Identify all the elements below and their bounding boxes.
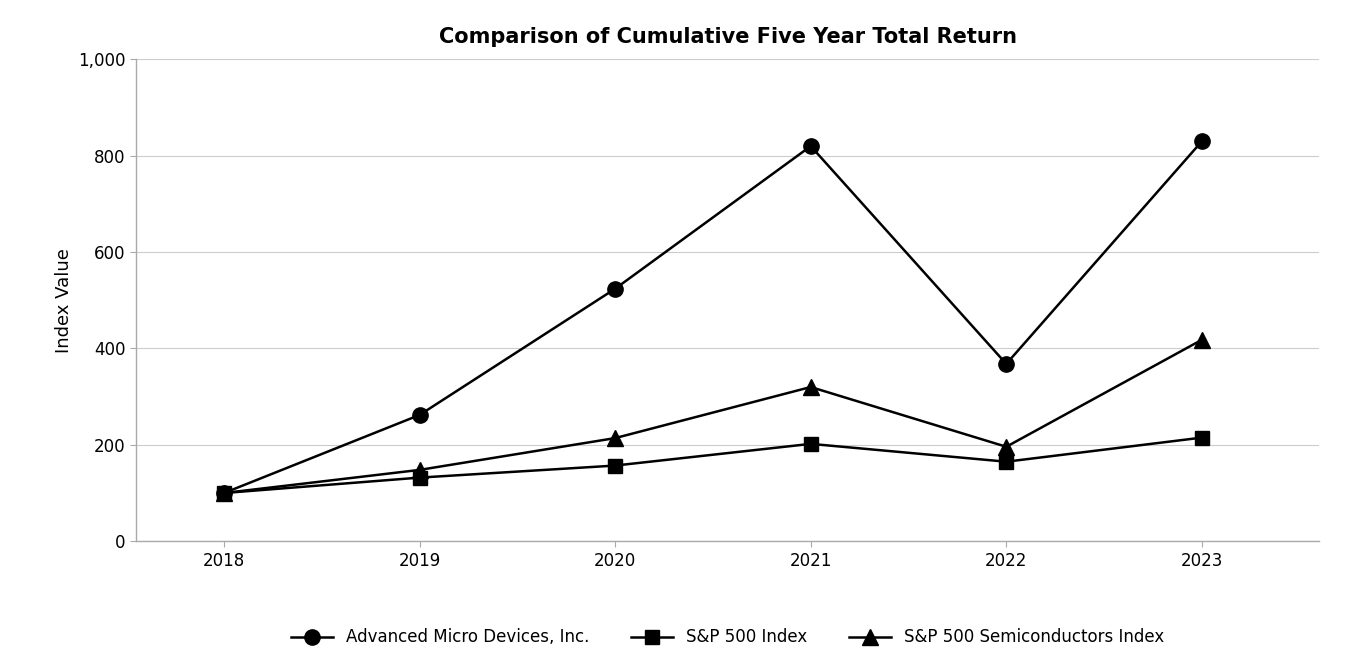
S&P 500 Semiconductors Index <box>998 443 1015 451</box>
Advanced Micro Devices, Inc. <box>802 142 819 150</box>
S&P 500 Semiconductors Index <box>802 383 819 391</box>
S&P 500 Index <box>802 440 819 448</box>
S&P 500 Index <box>1194 434 1210 442</box>
S&P 500 Index <box>412 474 428 482</box>
Title: Comparison of Cumulative Five Year Total Return: Comparison of Cumulative Five Year Total… <box>438 27 1017 47</box>
Line: Advanced Micro Devices, Inc.: Advanced Micro Devices, Inc. <box>216 134 1209 501</box>
S&P 500 Semiconductors Index <box>607 434 623 442</box>
S&P 500 Semiconductors Index <box>1194 336 1210 344</box>
Advanced Micro Devices, Inc. <box>998 360 1015 368</box>
Line: S&P 500 Index: S&P 500 Index <box>218 431 1209 500</box>
S&P 500 Semiconductors Index <box>216 489 233 497</box>
Advanced Micro Devices, Inc. <box>412 411 428 419</box>
Advanced Micro Devices, Inc. <box>1194 137 1210 145</box>
Advanced Micro Devices, Inc. <box>216 489 233 497</box>
Line: S&P 500 Semiconductors Index: S&P 500 Semiconductors Index <box>216 332 1209 501</box>
S&P 500 Semiconductors Index <box>412 466 428 474</box>
Y-axis label: Index Value: Index Value <box>54 248 72 352</box>
S&P 500 Index <box>216 489 233 497</box>
S&P 500 Index <box>998 458 1015 466</box>
Advanced Micro Devices, Inc. <box>607 284 623 292</box>
S&P 500 Index <box>607 461 623 469</box>
Legend: Advanced Micro Devices, Inc., S&P 500 Index, S&P 500 Semiconductors Index: Advanced Micro Devices, Inc., S&P 500 In… <box>284 622 1171 653</box>
